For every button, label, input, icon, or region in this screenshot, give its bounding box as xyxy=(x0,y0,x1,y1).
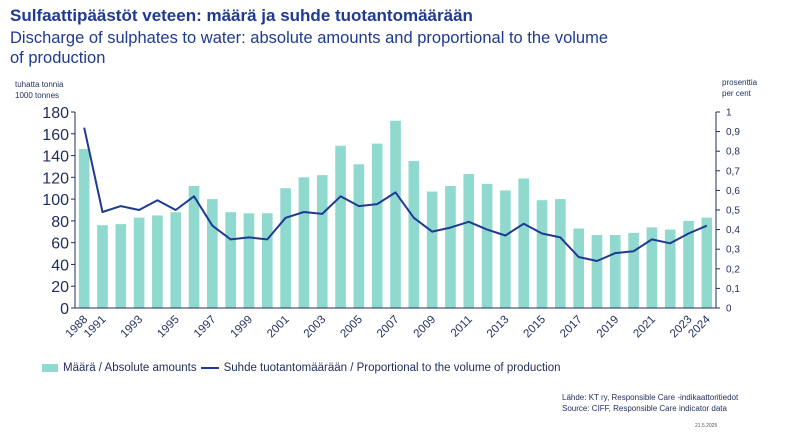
bar xyxy=(298,177,310,308)
bar xyxy=(188,186,200,308)
bar xyxy=(628,232,639,308)
bar xyxy=(463,174,475,308)
bar xyxy=(335,145,346,308)
left-tick-label: 40 xyxy=(51,257,69,274)
x-tick-label: 2024 xyxy=(686,313,713,340)
x-tick-label: 2015 xyxy=(522,314,549,341)
left-tick-label: 20 xyxy=(51,279,69,296)
x-tick-label: 2013 xyxy=(485,314,512,341)
bar xyxy=(701,217,713,308)
bar xyxy=(555,199,566,308)
bar xyxy=(280,188,291,308)
x-tick-label: 2011 xyxy=(449,314,475,340)
left-axis-unit: tuhatta tonnia 1000 tonnes xyxy=(15,79,63,101)
x-tick-label: 1999 xyxy=(229,314,256,341)
bar xyxy=(133,217,145,308)
x-tick-label: 2007 xyxy=(375,314,402,341)
bar xyxy=(207,199,218,308)
date-stamp: 21.5.2025 xyxy=(695,423,718,429)
chart-legend: Määrä / Absolute amounts Suhde tuotantom… xyxy=(42,362,561,374)
source-en: Source: CIFF, Responsible Care indicator… xyxy=(562,404,727,413)
chart-subtitle: Discharge of sulphates to water: absolut… xyxy=(10,29,609,67)
right-axis-unit-fi: prosenttia xyxy=(722,78,758,87)
x-tick-label: 2005 xyxy=(338,314,365,341)
legend-line-swatch xyxy=(200,367,219,369)
left-tick-label: 0 xyxy=(60,301,69,318)
left-tick-label: 120 xyxy=(42,170,69,187)
left-tick-label: 180 xyxy=(42,105,69,122)
left-tick-label: 140 xyxy=(42,149,69,166)
right-axis-unit-en: per cent xyxy=(722,89,751,98)
bar xyxy=(664,229,676,308)
bar xyxy=(536,200,548,308)
right-axis-unit: prosenttia per cent xyxy=(722,77,757,99)
bar xyxy=(170,212,182,308)
right-tick-label: 0,9 xyxy=(726,127,740,138)
right-tick-label: 0,8 xyxy=(726,147,740,158)
bar xyxy=(225,212,236,308)
x-tick-label: 2001 xyxy=(265,314,292,341)
bar xyxy=(152,215,163,308)
x-tick-label: 2003 xyxy=(302,314,329,341)
bar xyxy=(481,183,493,308)
bar xyxy=(243,213,255,308)
left-tick-label: 160 xyxy=(42,127,69,144)
bar xyxy=(261,213,273,308)
bar xyxy=(408,161,420,308)
x-tick-label: 2021 xyxy=(631,314,658,341)
x-tick-label: 1991 xyxy=(82,314,109,341)
bar xyxy=(609,235,621,308)
x-tick-label: 1997 xyxy=(192,314,219,341)
left-tick-label: 80 xyxy=(51,214,69,231)
left-tick-label: 100 xyxy=(42,192,69,209)
right-tick-label: 0,1 xyxy=(726,284,740,295)
right-tick-label: 0,4 xyxy=(726,225,740,236)
source-note: Lähde: KT ry, Responsible Care -indikaat… xyxy=(562,392,738,414)
right-tick-label: 1 xyxy=(726,108,732,119)
bar xyxy=(646,227,658,308)
x-tick-label: 1993 xyxy=(119,314,146,341)
legend-line-label: Suhde tuotantomäärään / Proportional to … xyxy=(223,362,561,374)
chart-title: Sulfaattipäästöt veteen: määrä ja suhde … xyxy=(10,6,473,25)
right-tick-label: 0,6 xyxy=(726,186,740,197)
bar xyxy=(390,120,401,308)
x-tick-label: 2017 xyxy=(558,314,585,341)
bar xyxy=(500,190,511,308)
legend-bar-swatch xyxy=(42,364,58,372)
right-tick-label: 0,2 xyxy=(726,264,740,275)
source-fi: Lähde: KT ry, Responsible Care -indikaat… xyxy=(562,393,739,402)
bar xyxy=(78,149,90,308)
bar xyxy=(683,220,694,308)
bar xyxy=(591,235,603,308)
bar xyxy=(371,143,383,308)
bar xyxy=(316,175,328,308)
bar xyxy=(115,224,127,308)
bar xyxy=(573,228,584,308)
right-tick-label: 0,7 xyxy=(726,166,740,177)
series-line xyxy=(83,127,708,262)
x-tick-label: 2009 xyxy=(412,314,439,341)
left-axis-unit-fi: tuhatta tonnia xyxy=(15,80,64,89)
legend-bar-label: Määrä / Absolute amounts xyxy=(63,362,197,374)
bar xyxy=(445,186,456,308)
bar xyxy=(426,191,438,308)
right-tick-label: 0 xyxy=(726,304,732,315)
bar xyxy=(97,225,108,308)
x-tick-label: 1995 xyxy=(155,314,182,341)
right-tick-label: 0,5 xyxy=(726,206,740,217)
x-tick-label: 2019 xyxy=(595,314,622,341)
left-axis-unit-en: 1000 tonnes xyxy=(15,91,60,100)
right-tick-label: 0,3 xyxy=(726,245,740,256)
bar xyxy=(518,178,530,308)
bar xyxy=(353,164,365,308)
left-tick-label: 60 xyxy=(51,236,69,253)
